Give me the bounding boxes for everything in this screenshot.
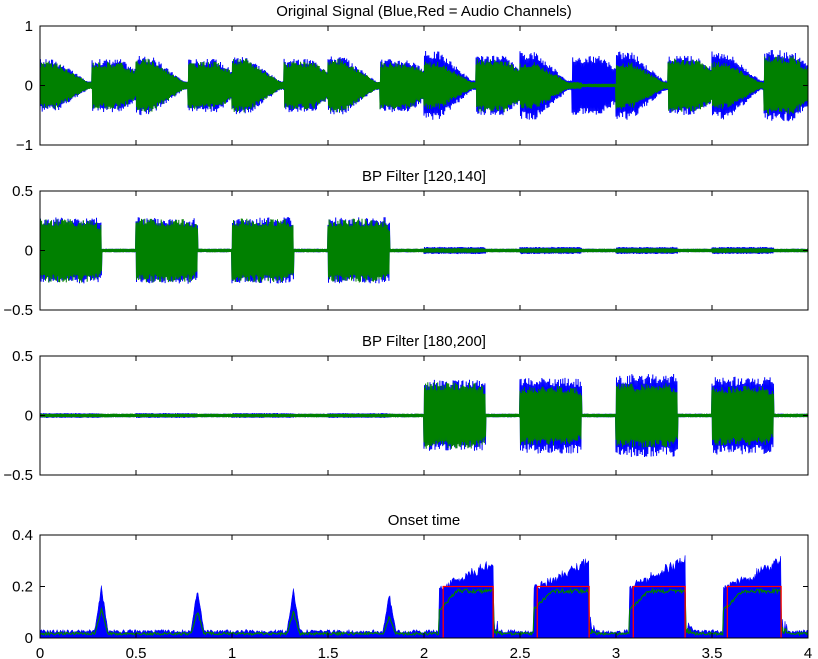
panel-2: BP Filter [120,140] −0.5 0 0.5 [3, 168, 809, 319]
y-tick-label: 0.4 [12, 527, 33, 544]
x-tick-label: 0.5 [126, 645, 147, 659]
x-tick-label: 2.5 [510, 645, 531, 659]
panel-title: BP Filter [120,140] [362, 168, 486, 185]
panel-4: Onset time 0 0.5 1 1.5 2 2.5 3 3.5 4 0 0.2 0.4 [12, 512, 812, 659]
x-tick-label: 1.5 [318, 645, 339, 659]
y-tick-label: −0.5 [3, 302, 33, 319]
onset-marker [536, 585, 590, 638]
x-tick-label: 3 [612, 645, 620, 659]
onset-marker [442, 585, 494, 638]
y-tick-label: 0 [25, 78, 33, 95]
onset-marker [726, 585, 782, 638]
series-2-line [40, 55, 808, 115]
y-tick-label: 0 [25, 630, 33, 647]
x-tick-label: 2 [420, 645, 428, 659]
y-tick-label: 0.2 [12, 579, 33, 596]
x-tick-label: 3.5 [702, 645, 723, 659]
series-2-line [40, 218, 808, 283]
plot-area [40, 49, 808, 122]
y-tick-label: −1 [16, 137, 33, 154]
x-tick-label: 0 [36, 645, 44, 659]
x-tick-label: 4 [804, 645, 812, 659]
panel-title: BP Filter [180,200] [362, 333, 486, 350]
plot-area [40, 217, 808, 284]
plot-area [40, 555, 808, 638]
x-tick-label: 1 [228, 645, 236, 659]
y-tick-label: 0.5 [12, 183, 33, 200]
y-tick-label: 0.5 [12, 348, 33, 365]
panel-3: BP Filter [180,200] −0.5 0 0.5 [3, 333, 809, 484]
y-tick-label: 0 [25, 408, 33, 425]
y-tick-label: 0 [25, 243, 33, 260]
plot-area [40, 373, 808, 458]
series-1-area [40, 555, 808, 638]
panel-title: Original Signal (Blue,Red = Audio Channe… [276, 3, 572, 20]
y-tick-label: −0.5 [3, 467, 33, 484]
axes-frame [39, 534, 809, 639]
panel-title: Onset time [388, 512, 461, 529]
onset-marker [632, 585, 686, 638]
y-tick-label: 1 [25, 18, 33, 35]
panel-1: Original Signal (Blue,Red = Audio Channe… [16, 3, 809, 154]
series-2-line [40, 382, 808, 449]
